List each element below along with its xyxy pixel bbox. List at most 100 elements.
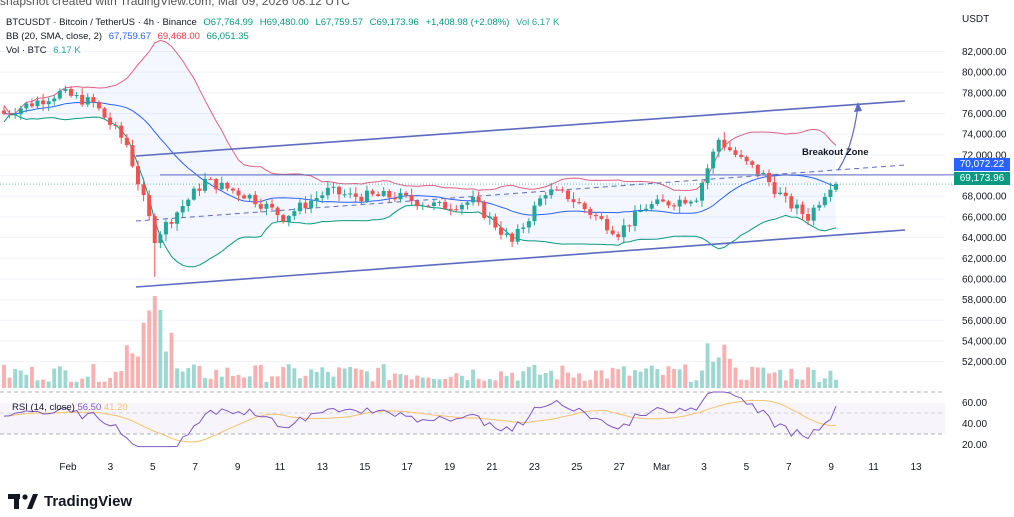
candle-body [292, 211, 297, 216]
tradingview-logo-icon [8, 494, 38, 509]
volume-bar [677, 369, 682, 388]
candle-body [420, 205, 425, 207]
candle-body [565, 190, 570, 200]
rsi-tick-label: 20.00 [962, 440, 987, 451]
volume-bar [694, 380, 699, 388]
legend-change: +1,408.98 (+2.08%) [425, 17, 510, 28]
candle-body [811, 207, 816, 221]
volume-bar [593, 370, 598, 388]
time-tick-label: 5 [150, 462, 156, 473]
volume-bar [538, 374, 543, 388]
candle-body [755, 164, 760, 175]
candle-body [219, 182, 224, 190]
bb-fill [4, 40, 836, 267]
volume-bar [63, 370, 68, 388]
legend-bb-label[interactable]: BB (20, SMA, close, 2) [6, 31, 103, 42]
candle-body [778, 192, 783, 194]
legend-vol-label[interactable]: Vol · BTC [6, 45, 47, 56]
legend-vol-value: 6.17 K [53, 45, 81, 56]
candle-body [800, 204, 805, 215]
candle-body [57, 90, 62, 99]
candle-body [130, 145, 135, 167]
snapshot-caption: snapshot created with TradingView.com, M… [0, 0, 350, 8]
legend-bb-lower: 66,051.35 [206, 31, 249, 42]
volume-bar [331, 376, 336, 388]
price-tick-label: 68,000.00 [962, 192, 1007, 203]
bb-basis-line [3, 101, 837, 216]
candle-body [493, 216, 498, 228]
time-tick-label: 11 [275, 462, 286, 473]
candle-body [158, 234, 163, 244]
volume-bar [644, 368, 649, 388]
candle-body [180, 206, 185, 213]
candle-body [203, 178, 208, 191]
volume-bar [767, 373, 771, 388]
candle-body [275, 207, 280, 216]
volume-bar [141, 322, 146, 388]
candle-body [364, 190, 369, 202]
candle-body [169, 221, 174, 224]
legend-open: O67,764.99 [203, 17, 254, 28]
time-tick-label: 15 [359, 462, 371, 473]
volume-bar [828, 370, 833, 388]
price-tick-label: 80,000.00 [962, 68, 1007, 79]
candle-body [186, 199, 191, 207]
volume-bar [320, 367, 325, 388]
candle-body [52, 98, 57, 102]
volume-bar [96, 381, 101, 388]
volume-bar [789, 368, 794, 388]
volume-bar [46, 381, 51, 388]
rsi-ma-line [3, 399, 837, 443]
volume-bar [225, 367, 230, 388]
volume-bar [588, 379, 593, 388]
volume-bar [471, 369, 476, 388]
volume-bar [476, 378, 481, 388]
candle-body [197, 188, 202, 191]
candle-body [7, 113, 12, 115]
candle-body [822, 196, 827, 206]
legend-symbol[interactable]: BTCUSDT · Bitcoin / TetherUS · 4h · Bina… [6, 17, 197, 28]
volume-bar [822, 378, 827, 388]
volume-bar [733, 367, 738, 388]
tradingview-logo[interactable]: TradingView [8, 492, 132, 510]
candle-body [191, 188, 196, 200]
volume-bar [633, 370, 637, 388]
volume-bar [147, 310, 152, 388]
candle-body [314, 198, 319, 201]
time-tick-label: Mar [653, 462, 671, 473]
candle-body [409, 195, 414, 202]
volume-bar [381, 364, 386, 388]
candle-body [688, 201, 693, 204]
candle-body [236, 190, 241, 196]
volume-bar [57, 366, 62, 388]
candle-body [582, 203, 587, 210]
volume-bar [91, 364, 96, 388]
volume-bar [175, 368, 180, 388]
volume-bar [432, 379, 436, 388]
rsi-label[interactable]: RSI (14, close) [12, 402, 75, 413]
volume-bar [420, 377, 425, 388]
candle-body [766, 173, 772, 183]
rsi-tick-label: 60.00 [962, 398, 987, 409]
volume-bar [247, 376, 252, 388]
candle-body [593, 214, 598, 217]
time-tick-label: 3 [108, 462, 114, 473]
candle-body [549, 189, 554, 196]
candle-body [666, 201, 671, 206]
candle-body [264, 203, 269, 209]
volume-bar [610, 367, 615, 388]
candle-body [74, 94, 79, 96]
volume-bar [688, 381, 693, 388]
candle-body [543, 195, 548, 199]
candle-body [247, 194, 252, 199]
volume-bar [499, 371, 503, 388]
volume-bar [672, 368, 677, 388]
volume-bar [113, 371, 118, 388]
channel-upper-line [135, 100, 906, 157]
time-tick-label: 5 [744, 462, 750, 473]
time-tick-label: Feb [59, 462, 77, 473]
volume-bar [136, 356, 140, 388]
candle-body [147, 195, 152, 217]
volume-bar [191, 364, 196, 388]
